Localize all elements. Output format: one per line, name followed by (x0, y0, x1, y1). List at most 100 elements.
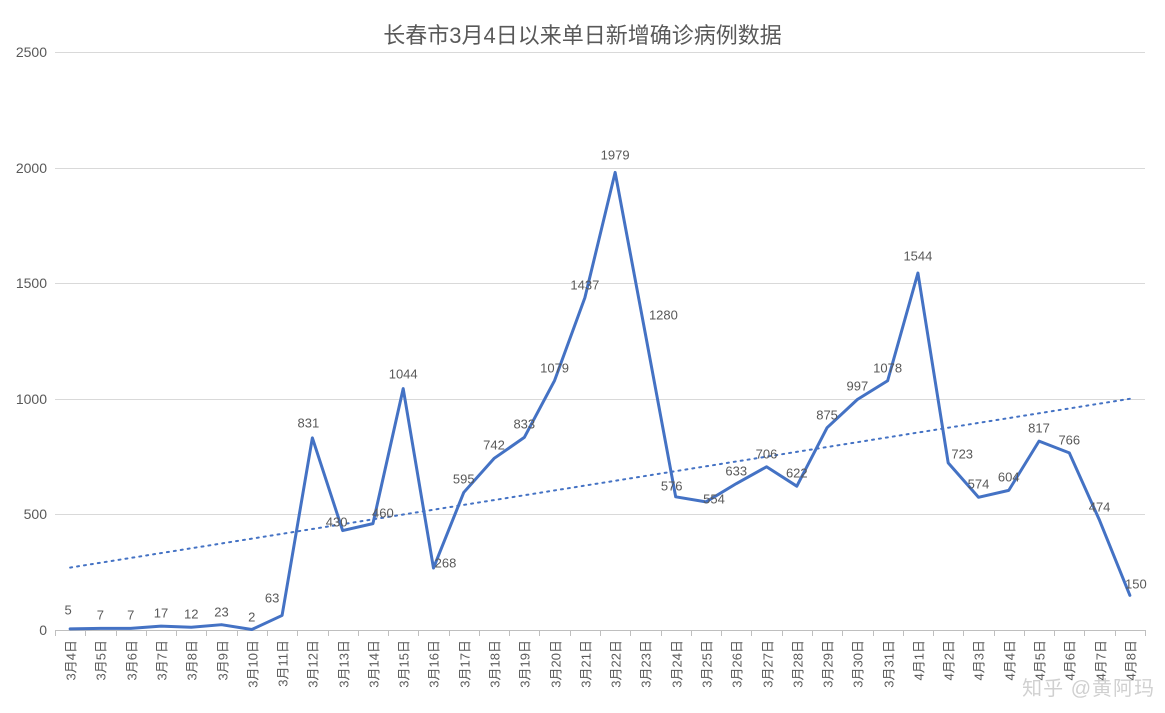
x-tick (994, 630, 995, 636)
x-tick (570, 630, 571, 636)
x-tick-label: 3月31日 (878, 640, 897, 688)
x-tick-label: 3月11日 (273, 640, 292, 687)
x-tick (146, 630, 147, 636)
x-tick (691, 630, 692, 636)
x-tick (1084, 630, 1085, 636)
x-tick-label: 3月9日 (212, 640, 231, 680)
chart-title: 长春市3月4日以来单日新增确诊病例数据 (0, 18, 1165, 50)
x-tick-label: 3月25日 (696, 640, 715, 688)
data-label: 875 (816, 407, 838, 422)
data-label: 150 (1125, 577, 1147, 592)
chart-lines (55, 52, 1145, 630)
y-tick-label: 500 (24, 506, 47, 522)
data-label: 430 (326, 514, 348, 529)
data-label: 474 (1089, 500, 1111, 515)
x-tick-label: 3月30日 (848, 640, 867, 688)
series-line (70, 172, 1130, 629)
x-tick-label: 3月12日 (303, 640, 322, 688)
x-tick (933, 630, 934, 636)
data-label: 604 (998, 470, 1020, 485)
x-tick-label: 3月26日 (727, 640, 746, 688)
x-tick (479, 630, 480, 636)
data-label: 997 (847, 379, 869, 394)
x-tick-label: 3月24日 (666, 640, 685, 688)
x-tick (116, 630, 117, 636)
x-tick (903, 630, 904, 636)
x-tick (812, 630, 813, 636)
x-tick-label: 3月5日 (91, 640, 110, 680)
x-tick-label: 3月4日 (61, 640, 80, 680)
y-tick-label: 0 (39, 622, 47, 638)
x-tick (388, 630, 389, 636)
x-tick (297, 630, 298, 636)
y-tick-label: 1000 (16, 391, 47, 407)
x-tick-label: 3月20日 (545, 640, 564, 688)
chart-container: 长春市3月4日以来单日新增确诊病例数据 05001000150020002500… (0, 0, 1165, 713)
data-label: 633 (725, 463, 747, 478)
data-label: 268 (435, 556, 457, 571)
x-tick (358, 630, 359, 636)
x-tick (1115, 630, 1116, 636)
data-label: 574 (968, 477, 990, 492)
x-tick-label: 4月1日 (908, 640, 927, 680)
data-label: 833 (513, 417, 535, 432)
x-tick-label: 3月29日 (818, 640, 837, 688)
x-tick-label: 3月28日 (787, 640, 806, 688)
data-label: 23 (214, 604, 228, 619)
data-label: 723 (951, 446, 973, 461)
x-tick (55, 630, 56, 636)
data-label: 63 (265, 591, 279, 606)
data-label: 1078 (873, 360, 902, 375)
data-label: 742 (483, 438, 505, 453)
x-tick (539, 630, 540, 636)
x-tick (963, 630, 964, 636)
data-label: 2 (248, 609, 255, 624)
x-tick-label: 3月19日 (515, 640, 534, 688)
data-label: 1044 (389, 366, 418, 381)
x-tick-label: 4月3日 (969, 640, 988, 680)
x-tick-label: 3月22日 (606, 640, 625, 688)
x-tick (1024, 630, 1025, 636)
x-tick (509, 630, 510, 636)
x-tick (237, 630, 238, 636)
x-tick-label: 3月15日 (394, 640, 413, 688)
x-tick-label: 3月13日 (333, 640, 352, 688)
x-tick (418, 630, 419, 636)
x-tick (751, 630, 752, 636)
x-tick-label: 3月6日 (121, 640, 140, 680)
data-label: 12 (184, 607, 198, 622)
x-tick (873, 630, 874, 636)
y-tick-label: 2500 (16, 44, 47, 60)
data-label: 1280 (649, 308, 678, 323)
x-tick-label: 3月8日 (182, 640, 201, 680)
x-tick (630, 630, 631, 636)
data-label: 706 (756, 446, 778, 461)
x-tick (842, 630, 843, 636)
data-label: 817 (1028, 421, 1050, 436)
data-label: 622 (786, 466, 808, 481)
data-label: 1979 (601, 148, 630, 163)
x-tick-label: 4月8日 (1120, 640, 1139, 680)
x-tick-label: 3月23日 (636, 640, 655, 688)
data-label: 1544 (903, 249, 932, 264)
data-label: 460 (372, 505, 394, 520)
x-tick-label: 3月18日 (485, 640, 504, 688)
y-tick-label: 2000 (16, 160, 47, 176)
y-tick-label: 1500 (16, 275, 47, 291)
x-tick-label: 3月7日 (151, 640, 170, 680)
data-label: 595 (453, 472, 475, 487)
x-tick (661, 630, 662, 636)
x-tick (176, 630, 177, 636)
x-tick (1054, 630, 1055, 636)
data-label: 1437 (570, 277, 599, 292)
x-tick (449, 630, 450, 636)
plot-area: 050010001500200025003月4日3月5日3月6日3月7日3月8日… (55, 52, 1145, 630)
x-tick (782, 630, 783, 636)
x-tick (600, 630, 601, 636)
x-tick-label: 3月16日 (424, 640, 443, 688)
data-label: 554 (703, 491, 725, 506)
x-tick (1145, 630, 1146, 636)
x-tick-label: 4月7日 (1090, 640, 1109, 680)
x-tick (85, 630, 86, 636)
x-tick (267, 630, 268, 636)
